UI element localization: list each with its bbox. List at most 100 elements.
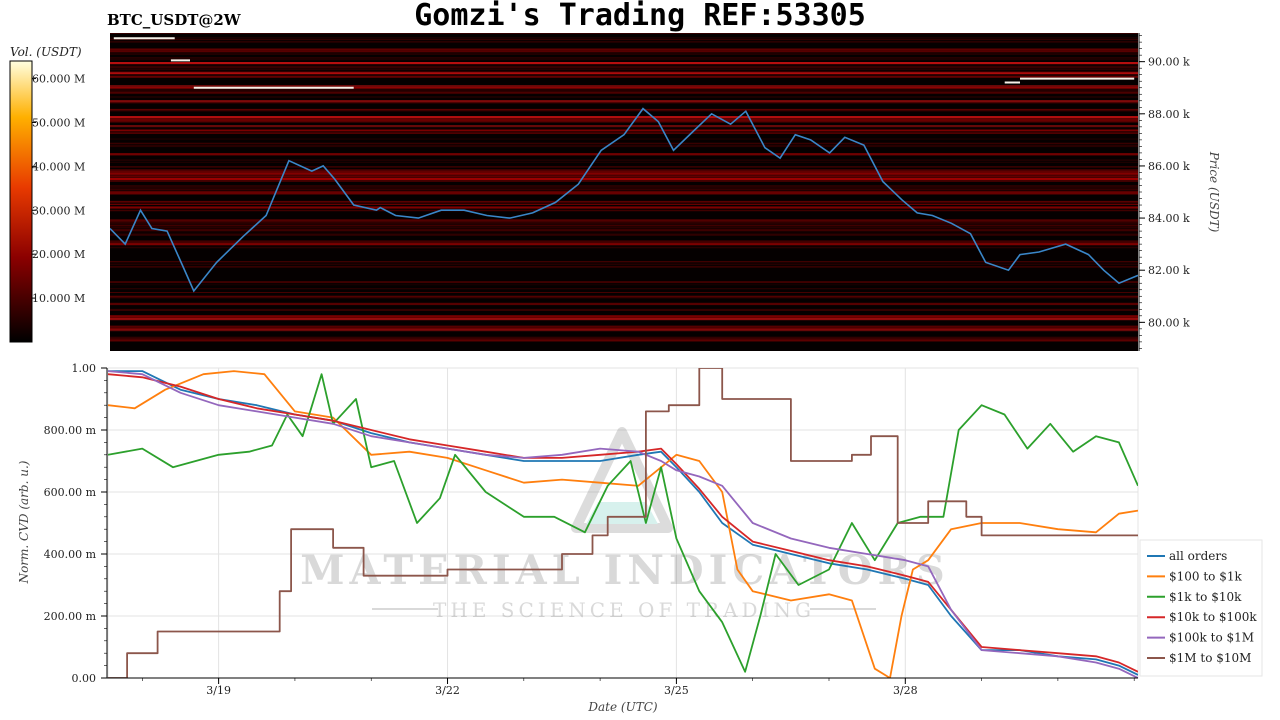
heatmap-band	[110, 231, 1138, 233]
cvd-y-axis-label: Norm. CVD (arb. u.)	[17, 460, 31, 584]
heatmap-band	[110, 228, 1138, 231]
heatmap-band	[110, 288, 1138, 290]
heatmap-band	[110, 219, 1138, 222]
heatmap-band	[110, 86, 1138, 89]
cvd-series-line	[108, 373, 1138, 673]
colorbar: Vol. (USDT) 10.000 M 20.000 M 30.000 M 40.0…	[9, 45, 85, 343]
page-title: Gomzi's Trading REF:53305	[414, 0, 866, 33]
heatmap-band	[110, 39, 1138, 40]
heatmap-band	[110, 327, 1138, 330]
heatmap-band	[110, 187, 1138, 189]
heatmap-band	[110, 48, 1138, 50]
cvd-y-tick-label: 0.00	[72, 672, 97, 685]
heatmap-band	[110, 185, 1138, 187]
heatmap-band	[110, 243, 1138, 246]
legend-label: $100k to $1M	[1169, 631, 1254, 645]
heatmap-band	[110, 101, 1138, 104]
colorbar-label: Vol. (USDT)	[10, 45, 82, 59]
heatmap-band	[110, 65, 1138, 67]
heatmap-band	[110, 227, 1138, 228]
heatmap-band	[110, 242, 1138, 244]
heatmap-band	[110, 178, 1138, 181]
heatmap-bands	[110, 33, 1138, 342]
watermark-tagline: THE SCIENCE OF TRADING	[433, 598, 815, 622]
heatmap-band	[110, 230, 1138, 232]
heatmap-band	[110, 338, 1138, 341]
heatmap-band	[110, 200, 1138, 203]
heatmap-band	[110, 72, 1138, 75]
heatmap-band	[110, 261, 1138, 263]
heatmap-band	[110, 284, 1138, 286]
cvd-x-tick-label: 3/19	[206, 684, 231, 697]
heatmap-band	[110, 281, 1138, 284]
watermark-flask-icon	[586, 502, 658, 524]
heatmap-band	[110, 33, 1138, 34]
heatmap-band	[110, 170, 1138, 173]
heatmap-band	[110, 192, 1138, 195]
cvd-panel: MATERIAL INDICATORS THE SCIENCE OF TRADI…	[17, 362, 1263, 714]
heatmap-band	[110, 85, 1138, 88]
heatmap-band	[110, 191, 1138, 194]
legend-label: $100 to $1k	[1169, 569, 1242, 583]
heatmap-band	[110, 265, 1138, 268]
heatmap-band	[110, 89, 1138, 92]
heatmap-band	[110, 87, 1138, 89]
heatmap-band	[110, 178, 1138, 180]
heatmap-band	[110, 173, 1138, 176]
heatmap-band	[110, 49, 1138, 52]
cvd-y-tick-label: 600.00 m	[44, 486, 97, 499]
cvd-y-tick-label: 1.00	[72, 362, 97, 375]
heatmap-band	[110, 125, 1138, 128]
heatmap-band	[110, 233, 1138, 236]
heatmap-band	[110, 338, 1138, 340]
heatmap-band	[110, 246, 1138, 249]
heatmap-band	[110, 49, 1138, 52]
heatmap-band	[110, 172, 1138, 175]
heatmap-band	[110, 317, 1138, 319]
cvd-series-lines	[108, 368, 1138, 678]
legend: all orders $100 to $1k $1k to $10k $10k to …	[1139, 539, 1263, 677]
heatmap-band	[110, 138, 1138, 141]
price-tick-label: 88.00 k	[1148, 108, 1190, 121]
colorbar-ticks: 10.000 M 20.000 M 30.000 M 40.000 M 50.000 M…	[32, 73, 85, 305]
heatmap-band	[110, 153, 1138, 156]
heatmap-band	[110, 173, 1138, 175]
cvd-x-tick-label: 3/22	[435, 684, 460, 697]
heatmap-band	[110, 62, 1138, 65]
heatmap-band	[110, 203, 1138, 205]
heatmap-band	[110, 75, 1138, 78]
price-tick-label: 82.00 k	[1148, 264, 1190, 277]
heatmap-band	[110, 142, 1138, 145]
heatmap-band	[110, 92, 1138, 95]
heatmap-band	[110, 180, 1138, 182]
cvd-series-line	[108, 373, 1138, 673]
price-tick-label: 86.00 k	[1148, 160, 1190, 173]
heatmap-band	[110, 209, 1138, 212]
colorbar-tick-label: 40.000 M	[32, 160, 85, 173]
heatmap-band	[110, 172, 1138, 175]
heatmap-band	[110, 37, 1138, 39]
heatmap-band	[110, 169, 1138, 171]
heatmap-band	[110, 110, 1138, 112]
heatmap-band	[110, 108, 1138, 111]
colorbar-gradient	[9, 60, 33, 343]
heatmap-band	[110, 132, 1138, 134]
cvd-series-line	[108, 370, 1138, 678]
heatmap-band	[110, 325, 1138, 328]
heatmap-band	[110, 116, 1138, 119]
heatmap-band	[110, 96, 1138, 98]
heatmap-band	[110, 240, 1138, 243]
heatmap-band	[110, 71, 1138, 73]
watermark-brand: MATERIAL INDICATORS	[300, 547, 950, 594]
heatmap-band	[110, 67, 1138, 69]
legend-label: $10k to $100k	[1169, 610, 1257, 624]
cvd-x-axis-label: Date (UTC)	[587, 700, 657, 714]
heatmap-band	[110, 59, 1138, 61]
heatmap-band	[110, 130, 1138, 132]
heatmap-band	[110, 117, 1138, 120]
heatmap-band	[110, 51, 1138, 53]
heatmap-band	[110, 68, 1138, 71]
cvd-series-line	[108, 370, 1138, 678]
heatmap-band	[110, 159, 1138, 161]
heatmap-band	[110, 144, 1138, 148]
